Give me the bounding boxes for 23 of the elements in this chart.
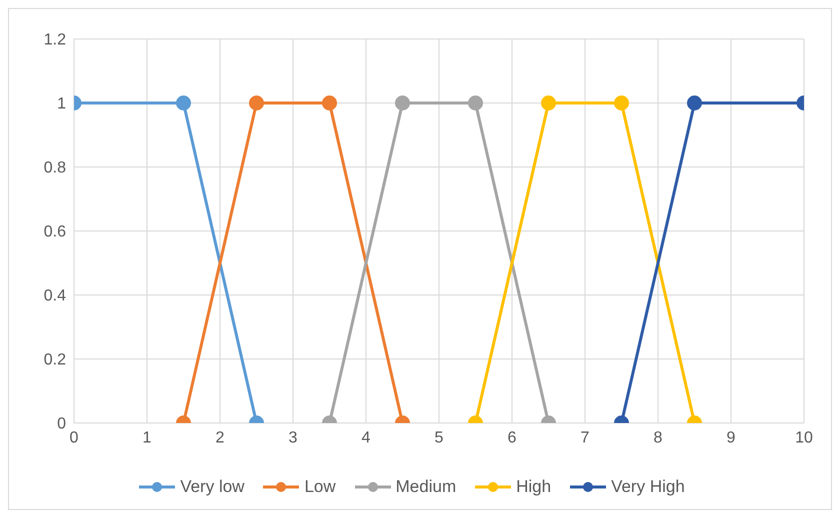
legend-label: High — [516, 477, 552, 497]
y-tick-label: 0.8 — [44, 160, 66, 177]
legend-label: Very High — [611, 477, 685, 497]
x-tick-label: 10 — [795, 429, 813, 446]
y-tick-label: 0 — [57, 416, 66, 433]
x-tick-label: 7 — [580, 429, 590, 446]
x-tick-label: 3 — [288, 429, 298, 446]
legend-label: Low — [304, 477, 336, 497]
y-tick-label: 0.6 — [44, 224, 66, 241]
y-tick-label: 1.2 — [44, 32, 66, 49]
x-tick-label: 4 — [362, 429, 371, 446]
x-tick-label: 6 — [508, 429, 517, 446]
legend-label: Very low — [180, 477, 244, 497]
x-tick-label: 5 — [434, 429, 444, 446]
x-tick-label: 8 — [654, 429, 663, 446]
x-tick-label: 2 — [216, 429, 225, 446]
legend-label: Medium — [396, 477, 456, 497]
x-tick-label: 0 — [70, 429, 79, 446]
y-tick-label: 0.2 — [44, 352, 66, 369]
y-tick-label: 1 — [57, 96, 66, 113]
y-tick-label: 0.4 — [44, 288, 66, 305]
x-tick-label: 9 — [726, 429, 736, 446]
x-tick-label: 1 — [142, 429, 152, 446]
